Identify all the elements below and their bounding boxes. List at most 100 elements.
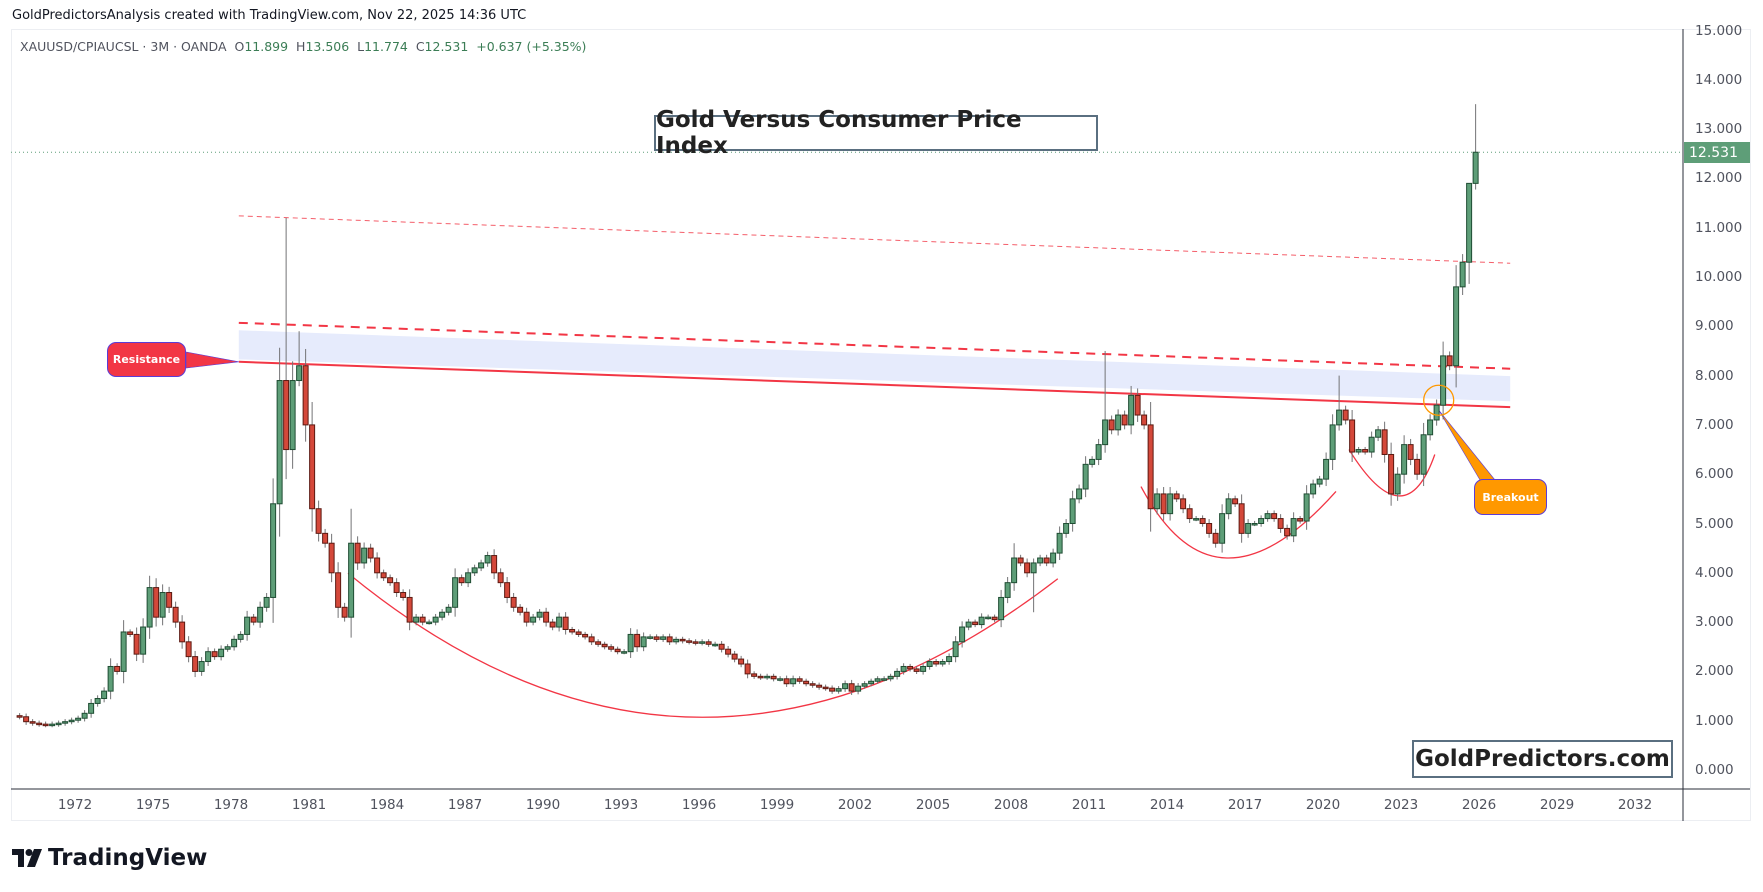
legend-low: L11.774 <box>357 39 408 54</box>
candle-body <box>1017 557 1024 564</box>
candle-body <box>1284 527 1291 537</box>
candle-body <box>270 503 277 598</box>
x-tick-label: 1978 <box>213 797 249 813</box>
candle-body <box>1342 409 1349 421</box>
candle-body <box>1258 518 1265 525</box>
candle-body <box>1427 419 1434 436</box>
candle-body <box>68 719 75 723</box>
candle-body <box>783 678 790 685</box>
candle-body <box>1388 453 1395 495</box>
candle-body <box>965 621 972 628</box>
candle-body <box>569 628 576 633</box>
legend-symbol[interactable]: XAUUSD/CPIAUCSL · 3M · OANDA <box>20 39 227 54</box>
candle-body <box>601 643 608 648</box>
candle-body <box>1108 419 1115 431</box>
breakout-circle <box>1423 384 1455 416</box>
chart-title-annotation[interactable]: Gold Versus Consumer Price Index <box>654 107 1098 159</box>
candle-body <box>1043 557 1050 564</box>
candle-body <box>198 661 205 672</box>
candle-body <box>237 633 244 640</box>
candle-body <box>1238 503 1245 534</box>
candle-body <box>653 636 660 640</box>
symbol-legend: XAUUSD/CPIAUCSL · 3M · OANDA O11.899 H13… <box>20 39 586 54</box>
candle-body <box>322 532 329 544</box>
candle-body <box>120 631 127 672</box>
candle-body <box>1303 493 1310 522</box>
breakout-callout-pointer <box>1438 409 1496 481</box>
candle-body <box>887 675 894 680</box>
candle-body <box>939 661 946 665</box>
candle-body <box>972 621 979 626</box>
x-tick-label: 2029 <box>1539 797 1575 813</box>
candle-body <box>1004 582 1011 598</box>
candle-body <box>764 675 771 679</box>
candle-body <box>211 651 218 658</box>
candle-body <box>1297 518 1304 522</box>
x-tick-label: 1972 <box>57 797 93 813</box>
candle-body <box>757 675 764 679</box>
candle-body <box>1277 518 1284 529</box>
chart-frame <box>11 29 1751 821</box>
candle-body <box>666 636 673 643</box>
candle-body <box>458 577 465 584</box>
y-tick-label: 10.000 <box>1695 269 1743 285</box>
candle-body <box>153 587 160 618</box>
candle-body <box>36 722 43 726</box>
brand-watermark-annotation[interactable]: GoldPredictors.com <box>1412 740 1673 778</box>
x-tick-label: 1993 <box>603 797 639 813</box>
candle-body <box>959 626 966 643</box>
y-tick-label: 11.000 <box>1695 219 1743 236</box>
resistance-callout[interactable]: Resistance <box>107 342 186 377</box>
candle-body <box>218 648 225 658</box>
candle-body <box>1180 498 1187 510</box>
y-tick-label: 3.000 <box>1695 614 1734 631</box>
x-tick-label: 1990 <box>525 797 561 813</box>
resistance-line <box>238 360 1511 409</box>
candle-body <box>660 636 667 640</box>
candle-body <box>595 641 602 645</box>
candle-body <box>1290 518 1297 537</box>
candle-body <box>361 547 368 564</box>
candle-body <box>1147 424 1154 510</box>
candle-body <box>478 562 485 569</box>
candle-body <box>1160 493 1167 515</box>
candle-body <box>1212 532 1219 544</box>
candle-body <box>744 663 751 675</box>
candle-body <box>952 641 959 658</box>
candle-body <box>1362 449 1369 453</box>
candle-body <box>536 611 543 618</box>
candle-body <box>1173 493 1180 500</box>
candle-body <box>1089 458 1096 465</box>
candle-body <box>881 678 888 681</box>
candle-body <box>413 616 420 623</box>
candle-body <box>1459 261 1466 288</box>
candle-body <box>855 685 862 692</box>
candle-body <box>1167 493 1174 515</box>
candle-body <box>497 572 504 584</box>
tradingview-logo[interactable]: TradingView <box>12 845 207 871</box>
candle-body <box>42 723 49 727</box>
candle-body <box>822 686 829 690</box>
candle-body <box>380 572 387 579</box>
candle-body <box>439 611 446 618</box>
candle-body <box>770 675 777 680</box>
candle-body <box>16 715 23 718</box>
candle-body <box>146 587 153 628</box>
candle-body <box>1310 483 1317 495</box>
candle-body <box>614 648 621 653</box>
breakout-callout[interactable]: Breakout <box>1474 479 1547 515</box>
candle-body <box>1050 552 1057 564</box>
candle-body <box>1232 498 1239 505</box>
candle-body <box>1394 473 1401 495</box>
candle-body <box>1446 355 1453 367</box>
candle-body <box>1076 488 1083 500</box>
candle-body <box>796 678 803 682</box>
y-tick-label: 13.000 <box>1695 121 1743 138</box>
x-tick-label: 2017 <box>1227 797 1263 813</box>
candle-body <box>556 616 563 628</box>
candle-body <box>978 616 985 626</box>
candle-body <box>1193 518 1200 521</box>
x-tick-label: 2014 <box>1149 797 1185 813</box>
candle-body <box>1102 419 1109 446</box>
